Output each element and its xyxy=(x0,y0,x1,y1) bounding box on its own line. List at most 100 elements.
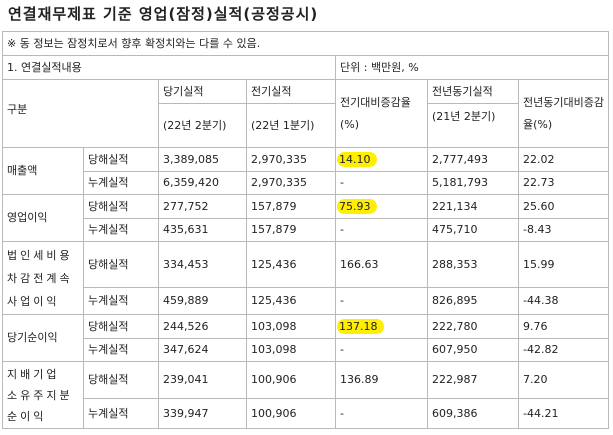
previous-value-cell-value: 157,879 xyxy=(251,199,297,213)
header-previous: 전기실적 xyxy=(246,79,336,104)
qoq-value-cell: 137.18 xyxy=(335,314,428,339)
previous-value-cell-value: 125,436 xyxy=(251,257,297,271)
row-type: 당해실적 xyxy=(83,241,159,288)
qoq-value-cell: - xyxy=(335,398,428,429)
prior-year-value-cell: 5,181,793 xyxy=(427,171,519,195)
yoy-value-cell-value: 9.76 xyxy=(523,319,548,333)
header-current: 당기실적 xyxy=(158,79,247,104)
row-type: 누계실적 xyxy=(83,398,159,429)
prior-year-value-cell: 221,134 xyxy=(427,194,519,219)
row-category-value: 영업이익 xyxy=(7,211,48,224)
row-category: 당기순이익 xyxy=(2,314,84,362)
qoq-value-cell: - xyxy=(335,287,428,315)
notice-text: ※ 동 정보는 잠정치로서 향후 확정치와는 다를 수 있음. xyxy=(1,31,610,56)
prior-year-value-cell-value: 221,134 xyxy=(432,199,478,213)
header-prior-year: 전년동기실적 xyxy=(427,79,519,104)
yoy-value-cell: 7.20 xyxy=(517,361,610,399)
qoq-value-cell-value: - xyxy=(340,294,344,307)
qoq-value-cell: 75.93 xyxy=(335,194,428,219)
prior-year-value-cell-value: 222,780 xyxy=(432,319,478,333)
header-qoq: 전기대비증감율(%) xyxy=(335,79,428,148)
prior-year-value-cell: 2,777,493 xyxy=(427,147,519,172)
current-value-cell-value: 277,752 xyxy=(163,199,209,213)
page-title: 연결재무제표 기준 영업(잠정)실적(공정공시) xyxy=(8,5,319,23)
row-category: 매출액 xyxy=(2,147,84,195)
yoy-value-cell: -42.82 xyxy=(517,338,610,362)
qoq-value-cell: 166.63 xyxy=(335,241,428,288)
yoy-value-cell: -44.21 xyxy=(517,398,610,429)
previous-value-cell: 157,879 xyxy=(246,194,336,219)
prior-year-value-cell-value: 222,987 xyxy=(432,373,478,386)
row-type-value: 당해실적 xyxy=(88,199,129,213)
previous-value-cell-value: 2,970,335 xyxy=(251,176,307,189)
notice-row: ※ 동 정보는 잠정치로서 향후 확정치와는 다를 수 있음. xyxy=(1,31,610,56)
current-value-cell: 459,889 xyxy=(158,287,247,315)
previous-value-cell: 2,970,335 xyxy=(246,147,336,172)
qoq-value-cell: 136.89 xyxy=(335,361,428,399)
previous-value-cell: 100,906 xyxy=(246,361,336,399)
yoy-value-cell: 25.60 xyxy=(517,194,610,219)
current-value-cell: 347,624 xyxy=(158,338,247,362)
qoq-highlight-mark: 137.18 xyxy=(337,318,384,334)
row-type-value: 당해실적 xyxy=(88,373,129,386)
yoy-value-cell-value: -44.38 xyxy=(523,294,559,307)
current-value-cell: 339,947 xyxy=(158,398,247,429)
current-value-cell-value: 435,631 xyxy=(163,223,209,236)
prior-year-value-cell-value: 475,710 xyxy=(432,223,478,236)
qoq-value-cell: 14.10 xyxy=(335,147,428,172)
yoy-value-cell: 22.73 xyxy=(517,171,610,195)
header-row-2: (22년 2분기) (22년 1분기) (21년 2분기) xyxy=(3,103,609,148)
row-type: 당해실적 xyxy=(83,147,159,172)
previous-value-cell: 2,970,335 xyxy=(246,171,336,195)
current-value-cell: 334,453 xyxy=(158,241,247,288)
earnings-table: ※ 동 정보는 잠정치로서 향후 확정치와는 다를 수 있음. 1. 연결실적내… xyxy=(1,31,610,429)
prior-year-value-cell-value: 609,386 xyxy=(432,406,478,420)
prior-year-value-cell-value: 5,181,793 xyxy=(432,176,488,189)
row-type: 누계실적 xyxy=(83,218,159,242)
row-type-value: 누계실적 xyxy=(88,223,129,236)
row-type: 당해실적 xyxy=(83,194,159,219)
current-value-cell: 244,526 xyxy=(158,314,247,339)
table-row: 영업이익 당해실적 277,752 157,879 75.93 221,134 25.60 xyxy=(2,194,610,242)
row-type: 누계실적 xyxy=(83,171,159,195)
row-category-value: 법인세비용차감전계속사업이익 xyxy=(7,248,73,308)
prior-year-value-cell-value: 288,353 xyxy=(432,257,478,271)
yoy-value-cell-value: 25.60 xyxy=(523,199,555,213)
yoy-value-cell-value: -8.43 xyxy=(523,223,552,236)
current-value-cell-value: 459,889 xyxy=(163,294,209,307)
qoq-value-cell-value: 166.63 xyxy=(340,257,379,271)
previous-value-cell: 125,436 xyxy=(246,241,336,288)
row-category-value: 매출액 xyxy=(7,164,38,177)
current-value-cell-value: 347,624 xyxy=(163,343,209,356)
prior-year-value-cell-value: 2,777,493 xyxy=(432,152,488,166)
yoy-value-cell-value: 15.99 xyxy=(523,257,555,271)
previous-value-cell-value: 100,906 xyxy=(251,406,297,420)
current-value-cell: 435,631 xyxy=(158,218,247,242)
current-value-cell: 6,359,420 xyxy=(158,171,247,195)
yoy-value-cell-value: 22.02 xyxy=(523,152,555,166)
previous-value-cell-value: 2,970,335 xyxy=(251,152,307,166)
row-category: 지배기업 소유주지분 순이익 xyxy=(2,361,84,429)
header-row: 구분 당기실적 전기실적 전기대비증감율(%) 전년동기실적 전년동기대비증감율… xyxy=(2,79,610,148)
row-category-value: 당기순이익 xyxy=(7,331,58,344)
row-type: 당해실적 xyxy=(83,361,159,399)
prior-year-value-cell: 609,386 xyxy=(427,398,519,429)
row-type-value: 누계실적 xyxy=(88,176,129,189)
current-value-cell: 239,041 xyxy=(158,361,247,399)
table-row: 누계실적 6,359,420 2,970,335 - 5,181,793 22.73 xyxy=(3,171,610,195)
qoq-value-cell-value: - xyxy=(340,406,344,420)
row-category: 법인세비용차감전계속사업이익 xyxy=(2,241,84,315)
prior-year-value-cell: 222,987 xyxy=(427,361,519,399)
previous-value-cell-value: 100,906 xyxy=(251,373,297,386)
header-yoy: 전년동기대비증감율(%) xyxy=(517,79,610,148)
row-type-value: 당해실적 xyxy=(88,257,129,271)
yoy-value-cell: 9.76 xyxy=(517,314,610,339)
qoq-highlight-mark: 75.93 xyxy=(337,198,377,214)
row-type: 누계실적 xyxy=(83,287,159,315)
table-row: 누계실적 435,631 157,879 - 475,710 -8.43 xyxy=(3,218,610,242)
current-value-cell-value: 334,453 xyxy=(163,257,209,271)
qoq-value-cell-value: 136.89 xyxy=(340,373,379,386)
previous-value-cell: 103,098 xyxy=(246,338,336,362)
row-type: 당해실적 xyxy=(83,314,159,339)
table-row: 당기순이익 당해실적 244,526 103,098 137.18 222,780 9.76 xyxy=(2,314,610,362)
